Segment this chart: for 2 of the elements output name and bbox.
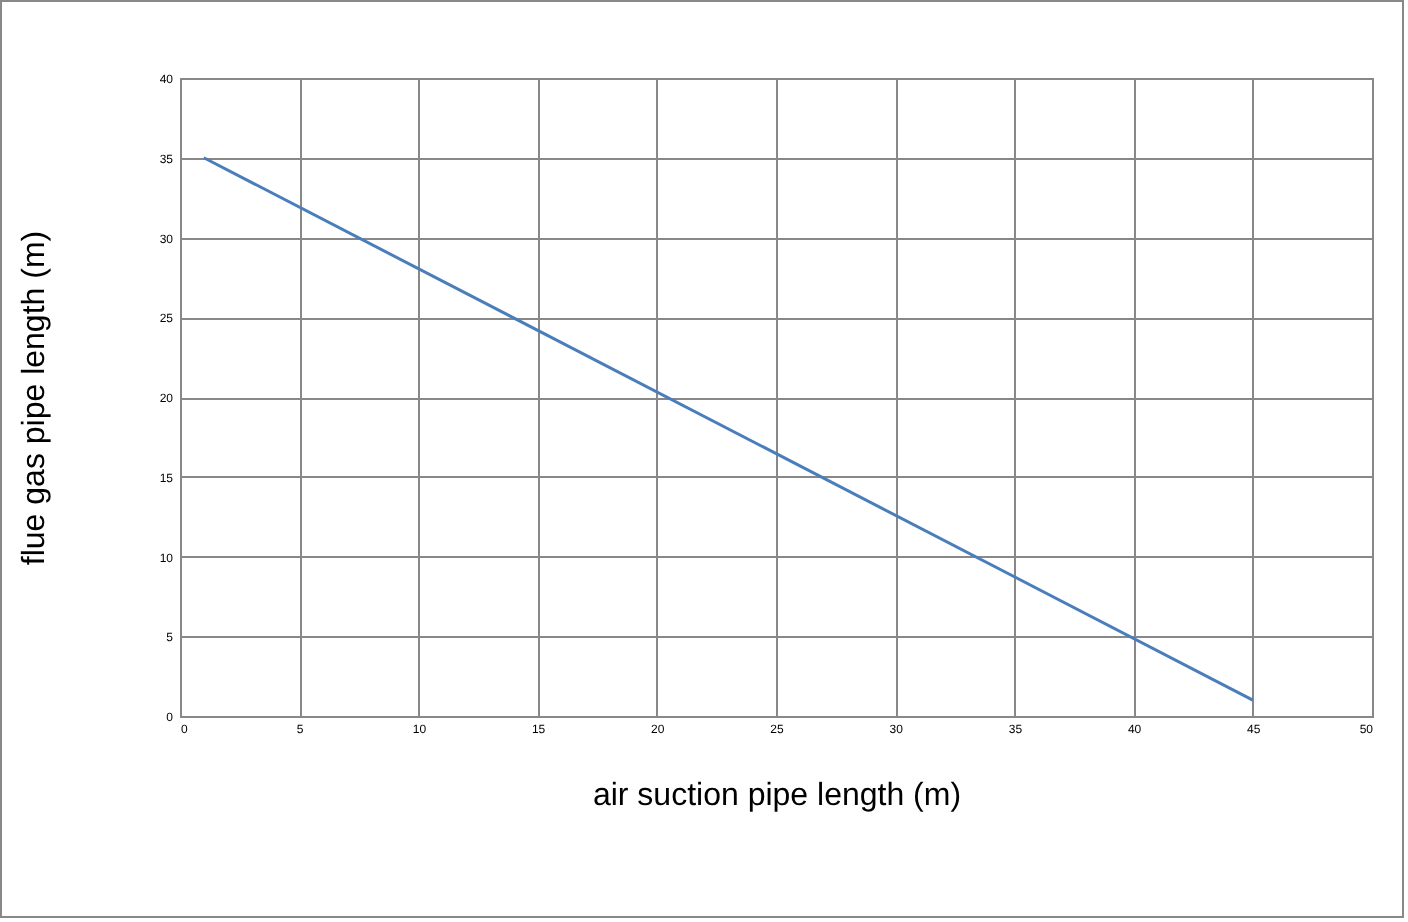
x-axis-title: air suction pipe length (m) [592,779,962,813]
y-axis-title: flue gas pipe length (m) [17,230,52,566]
